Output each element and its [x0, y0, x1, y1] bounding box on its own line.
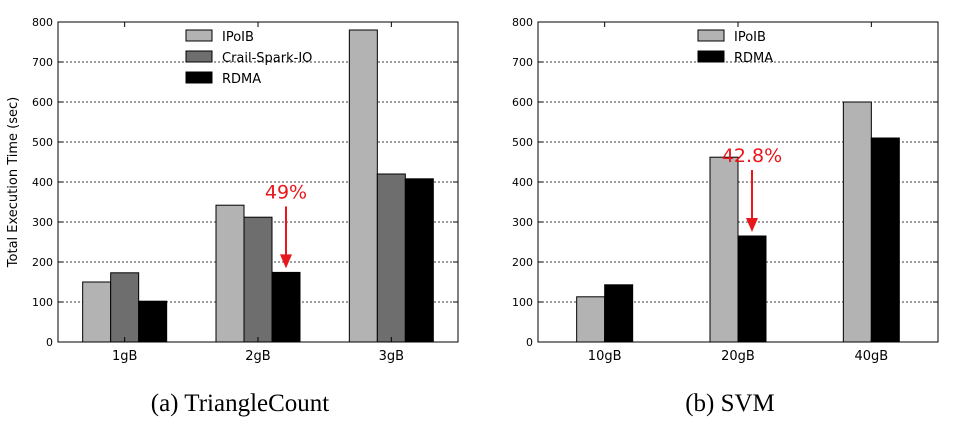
- annotation-arrowhead: [280, 254, 292, 269]
- y-tick-label: 500: [32, 136, 53, 149]
- legend-label: IPoIB: [222, 30, 254, 45]
- y-tick-label: 300: [512, 216, 533, 229]
- x-tick-label: 1gB: [112, 349, 137, 364]
- x-tick-label: 40gB: [854, 349, 888, 364]
- legend-swatch: [185, 29, 213, 42]
- bar: [709, 156, 739, 343]
- y-tick-label: 700: [512, 56, 533, 69]
- y-tick-label: 200: [512, 256, 533, 269]
- bar: [82, 281, 112, 343]
- y-axis-label: Total Execution Time (sec): [6, 97, 21, 268]
- y-tick-label: 0: [46, 336, 53, 349]
- bar: [271, 271, 301, 343]
- plot-frame: [57, 21, 459, 343]
- legend-label: Crail-Spark-IO: [222, 51, 312, 66]
- y-tick-label: 400: [32, 176, 53, 189]
- bar: [404, 178, 434, 343]
- bar: [138, 300, 168, 343]
- bar: [737, 235, 767, 343]
- bar: [376, 173, 406, 343]
- chart-caption: (b) SVM: [685, 390, 775, 417]
- y-tick-label: 0: [526, 336, 533, 349]
- legend-swatch: [697, 50, 725, 63]
- bar: [348, 29, 378, 343]
- y-tick-label: 300: [32, 216, 53, 229]
- legend-label: RDMA: [222, 72, 261, 87]
- annotation-arrowhead: [746, 218, 758, 232]
- y-tick-label: 800: [32, 16, 53, 29]
- legend-swatch: [185, 71, 213, 84]
- annotation-label: 42.8%: [722, 145, 782, 167]
- chart-trianglecount: 0 100 200 300 400 500 600 700 800 1gB 2gB 3gB Total …: [6, 16, 459, 417]
- annotation-label: 49%: [265, 181, 307, 203]
- y-tick-label: 100: [512, 296, 533, 309]
- y-tick-label: 800: [512, 16, 533, 29]
- y-tick-label: 600: [32, 96, 53, 109]
- y-tick-label: 500: [512, 136, 533, 149]
- chart-caption: (a) TriangleCount: [151, 390, 330, 417]
- x-tick-label: 20gB: [721, 349, 755, 364]
- y-tick-label: 700: [32, 56, 53, 69]
- x-tick-label: 2gB: [245, 349, 270, 364]
- bar: [576, 296, 606, 343]
- bar: [842, 101, 872, 343]
- bar: [604, 284, 634, 343]
- legend-label: RDMA: [734, 51, 773, 66]
- y-tick-label: 200: [32, 256, 53, 269]
- x-tick-label: 10gB: [588, 349, 622, 364]
- legend-swatch: [697, 29, 725, 42]
- chart-svm: 0 100 200 300 400 500 600 700 800 10gB 20gB 40gB IPo…: [512, 16, 939, 417]
- y-tick-label: 400: [512, 176, 533, 189]
- plot-frame: [537, 21, 939, 343]
- legend-swatch: [185, 50, 213, 63]
- y-tick-label: 600: [512, 96, 533, 109]
- bar: [243, 216, 273, 343]
- bar: [870, 137, 900, 343]
- legend-label: IPoIB: [734, 30, 766, 45]
- bar: [215, 204, 245, 343]
- bar: [110, 272, 140, 343]
- y-tick-label: 100: [32, 296, 53, 309]
- x-tick-label: 3gB: [379, 349, 404, 364]
